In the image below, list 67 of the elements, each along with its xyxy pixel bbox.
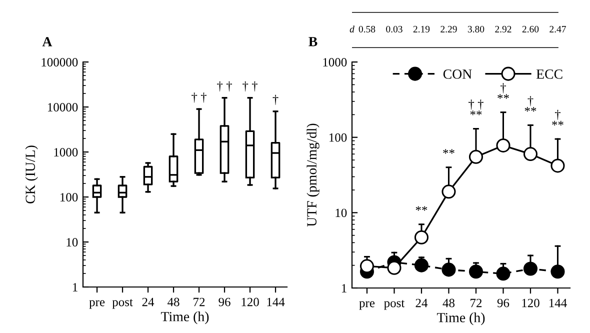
y-tick-label: 10 xyxy=(66,238,78,246)
y-tick-label: 10000 xyxy=(48,103,78,112)
y-tick-label: 100000 xyxy=(42,58,78,66)
annotation: † ** xyxy=(498,83,509,99)
x-tick-label: post xyxy=(112,299,133,309)
x-tick-label: 144 xyxy=(549,298,567,308)
y-axis-title: UTF (pmol/mg/dl) xyxy=(306,124,320,227)
point xyxy=(414,230,429,244)
x-tick-label: 144 xyxy=(267,298,285,306)
point xyxy=(360,259,374,274)
x-tick-label: 24 xyxy=(416,298,428,308)
point xyxy=(442,184,456,199)
x-tick-label: pre xyxy=(89,300,105,309)
annotation: † ** xyxy=(552,110,564,126)
legend-label: ECC xyxy=(536,69,562,79)
point xyxy=(496,138,510,152)
x-tick-label: 120 xyxy=(242,298,259,306)
annotation: † † xyxy=(192,92,206,103)
text: 2.47 xyxy=(550,26,566,32)
annotation: † † xyxy=(217,81,232,92)
y-tick-label: 100 xyxy=(60,193,78,202)
x-axis-title: Time (h) xyxy=(161,312,209,324)
annotation: ** xyxy=(416,206,428,211)
x-tick-label: 120 xyxy=(522,298,540,308)
legend-label: CON xyxy=(443,69,472,79)
text: 2.29 xyxy=(440,26,457,32)
annotation: † † ** xyxy=(468,100,484,116)
annotation: † ** xyxy=(524,96,536,112)
chart-title: B xyxy=(308,37,318,46)
point xyxy=(468,264,484,279)
point xyxy=(523,262,538,276)
x-tick-label: 96 xyxy=(497,298,510,308)
y-axis-title: CK (IU/L) xyxy=(25,146,38,204)
point xyxy=(550,264,565,279)
text: 0.58 xyxy=(358,26,376,32)
y-tick-label: 10 xyxy=(336,208,347,218)
x-tick-label: 96 xyxy=(218,298,230,306)
y-tick-label: 1000 xyxy=(54,148,78,156)
y-tick-label: 100 xyxy=(329,133,347,142)
point xyxy=(550,158,565,173)
x-tick-label: 72 xyxy=(470,298,482,308)
text: 0.03 xyxy=(386,26,402,32)
point xyxy=(496,266,510,281)
chart-title: A xyxy=(42,37,52,46)
x-tick-label: 24 xyxy=(142,298,154,306)
annotation: † † xyxy=(242,81,258,92)
y-tick-label: 1 xyxy=(72,283,78,292)
y-tick-label: 1 xyxy=(342,284,346,292)
annotation: † xyxy=(272,94,278,106)
text: 2.92 xyxy=(495,26,512,32)
text: 3.80 xyxy=(468,26,484,32)
x-tick-label: 72 xyxy=(194,298,205,306)
x-tick-label: pre xyxy=(359,301,375,310)
point xyxy=(442,262,456,277)
point xyxy=(414,258,429,272)
text: 2.60 xyxy=(522,26,539,32)
annotation: ** xyxy=(443,149,454,154)
y-tick-label: 1000 xyxy=(323,58,347,66)
x-tick-label: 48 xyxy=(442,298,455,308)
text: 2.19 xyxy=(413,26,430,32)
point xyxy=(387,260,402,275)
x-tick-label: 48 xyxy=(168,298,180,306)
x-tick-label: post xyxy=(384,300,405,310)
point xyxy=(468,150,484,164)
point xyxy=(523,147,538,162)
text: d xyxy=(350,26,354,32)
x-axis-title: Time (h) xyxy=(437,312,485,326)
